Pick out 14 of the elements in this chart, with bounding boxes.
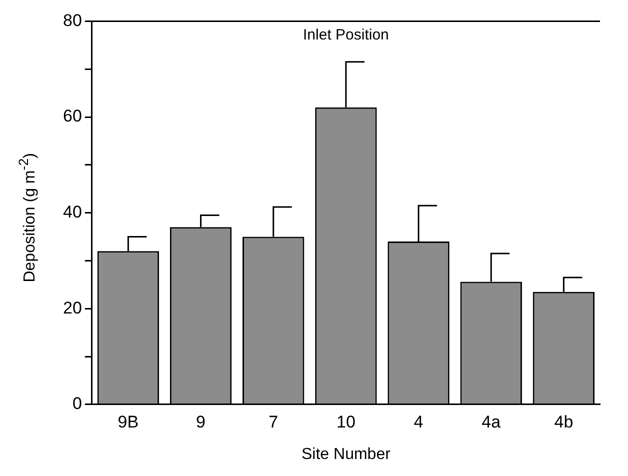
x-tick-label: 4a [482,412,502,432]
y-tick-label: 60 [62,106,82,126]
x-tick-label: 9B [118,412,139,432]
x-axis-title: Site Number [301,446,392,463]
x-tick-label: 4 [414,412,424,432]
x-tick-label: 9 [196,412,206,432]
x-tick-label: 7 [268,412,278,432]
annotation: Inlet Position [303,26,389,44]
y-tick-label: 0 [72,394,82,414]
y-tick-label: 40 [62,202,82,222]
x-tick-label: 4b [554,412,574,432]
x-tick-label: 10 [336,412,356,432]
y-tick-label: 20 [62,298,82,318]
y-tick-label: 80 [62,10,82,30]
